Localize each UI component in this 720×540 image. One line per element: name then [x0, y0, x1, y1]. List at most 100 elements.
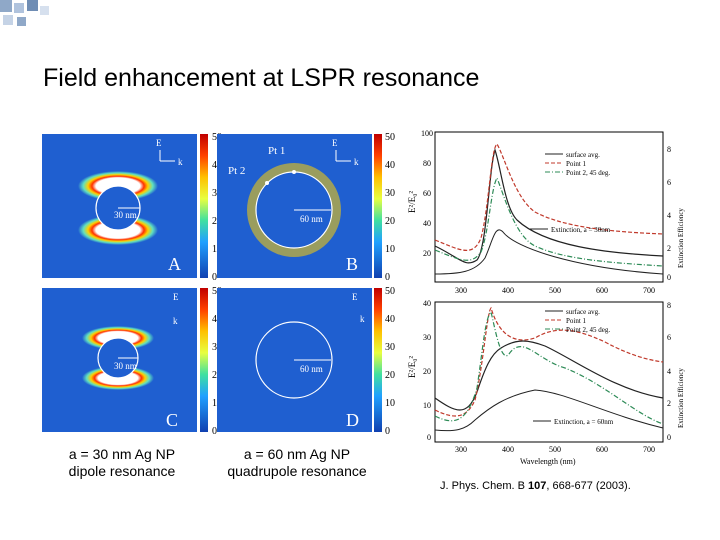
y-tick: 20 — [423, 367, 431, 376]
colorbar-tick: 20 — [385, 370, 395, 381]
x-tick: 400 — [502, 445, 514, 454]
x-tick: 300 — [455, 445, 467, 454]
scale-label: 30 nm — [114, 210, 137, 220]
caption-left: a = 30 nm Ag NP dipole resonance — [52, 446, 192, 480]
nanoparticle-outline — [255, 321, 333, 399]
panel-b: 60 nm Pt 1 Pt 2 E k B 50 40 30 20 10 0 — [217, 132, 395, 283]
point-1-curve — [434, 306, 664, 417]
right-tick: 6 — [667, 333, 671, 342]
caption-right: a = 60 nm Ag NP quadrupole resonance — [212, 446, 382, 480]
x-axis-label: Wavelength (nm) — [520, 457, 576, 466]
x-tick: 500 — [549, 445, 561, 454]
caption-line: dipole resonance — [68, 463, 176, 479]
scale-label: 60 nm — [300, 214, 323, 224]
right-tick: 0 — [667, 433, 671, 442]
legend-item: surface avg. — [566, 151, 600, 159]
citation-pages: , 668-677 (2003). — [546, 480, 631, 492]
colorbar — [374, 288, 382, 432]
spectrum-plot-bottom: E²/E₀² 40 30 20 10 0 8 6 4 2 0 300 400 5… — [407, 299, 685, 466]
colorbar — [374, 134, 382, 278]
panel-letter: B — [346, 254, 358, 274]
k-vector-label: k — [360, 314, 365, 324]
surface-avg-curve — [434, 148, 664, 264]
k-vector-label: k — [354, 157, 359, 167]
y-tick: 40 — [423, 219, 431, 228]
panel-letter: C — [166, 410, 178, 430]
colorbar-tick: 40 — [385, 160, 395, 171]
e-field-label: E — [332, 138, 338, 148]
legend-item: surface avg. — [566, 308, 600, 316]
point-2-label: Pt 2 — [228, 165, 245, 177]
legend: surface avg. Point 1 Point 2, 45 deg. Ex… — [530, 151, 611, 234]
x-tick: 600 — [596, 445, 608, 454]
point-1-label: Pt 1 — [268, 145, 285, 157]
e-field-label: E — [156, 138, 162, 148]
caption-line: quadrupole resonance — [227, 463, 367, 479]
extinction-label: Extinction, a = 60nm — [554, 418, 614, 426]
y-tick: 10 — [423, 401, 431, 410]
legend-item: Point 1 — [566, 317, 587, 325]
surface-avg-curve — [434, 340, 664, 411]
colorbar — [200, 288, 208, 432]
legend-item: Point 1 — [566, 160, 587, 168]
y-tick: 100 — [421, 129, 433, 138]
colorbar-tick: 30 — [385, 342, 395, 353]
colorbar-tick: 40 — [385, 314, 395, 325]
right-tick: 6 — [667, 178, 671, 187]
colorbar-tick: 20 — [385, 216, 395, 227]
point-1-marker — [292, 170, 296, 174]
point-2-curve — [434, 176, 664, 267]
x-tick: 500 — [549, 286, 561, 295]
y-axis-label: E²/E₀² — [407, 356, 417, 378]
y-tick: 20 — [423, 249, 431, 258]
x-tick: 700 — [643, 286, 655, 295]
deco-square — [0, 0, 12, 12]
y-tick: 60 — [423, 189, 431, 198]
e-field-label: E — [352, 292, 358, 302]
deco-square — [14, 3, 24, 13]
deco-square — [17, 17, 26, 26]
right-tick: 4 — [667, 211, 671, 220]
scale-label: 30 nm — [114, 361, 137, 371]
k-vector-label: k — [178, 157, 183, 167]
right-tick: 2 — [667, 399, 671, 408]
citation: J. Phys. Chem. B 107, 668-677 (2003). — [440, 480, 631, 492]
legend-item: Point 2, 45 deg. — [566, 169, 610, 177]
deco-square — [3, 15, 13, 25]
deco-square — [40, 6, 49, 15]
y-axis-label: E²/E₀² — [407, 191, 417, 213]
plot-frame — [434, 301, 664, 443]
colorbar-tick: 50 — [385, 286, 395, 297]
citation-journal: J. Phys. Chem. B — [440, 480, 529, 492]
x-tick: 300 — [455, 286, 467, 295]
panel-letter: A — [168, 254, 181, 274]
colorbar-tick: 0 — [385, 272, 390, 283]
panel-c: 30 nm E k C 50 40 30 20 10 0 — [42, 286, 222, 437]
colorbar-tick: 0 — [212, 272, 217, 283]
point-1-curve — [434, 143, 664, 251]
citation-volume: 107 — [528, 480, 547, 492]
e-field-label: E — [173, 292, 179, 302]
slide-title: Field enhancement at LSPR resonance — [43, 64, 480, 92]
spectra-figure: E²/E₀² 100 80 60 40 20 8 6 4 2 0 300 400… — [407, 129, 685, 466]
field-enhancement-figure: 30 nm E k A 50 40 30 20 10 0 60 nm Pt 1 … — [42, 132, 395, 437]
extinction-curve — [434, 229, 664, 275]
x-tick: 400 — [502, 286, 514, 295]
y-tick: 0 — [427, 433, 431, 442]
right-axis-label: Extinction Efficiency — [677, 208, 685, 268]
y-tick: 80 — [423, 159, 431, 168]
right-tick: 8 — [667, 145, 671, 154]
colorbar-tick: 10 — [385, 398, 395, 409]
y-tick: 40 — [423, 299, 431, 308]
scale-label: 60 nm — [300, 364, 323, 374]
colorbar-tick: 0 — [212, 426, 217, 437]
extinction-label: Extinction, a = 30nm — [551, 226, 611, 234]
panel-d: 60 nm E k D 50 40 30 20 10 0 — [217, 286, 395, 437]
point-2-marker — [265, 181, 269, 185]
k-vector-label: k — [173, 316, 178, 326]
deco-square — [27, 0, 38, 11]
right-tick: 8 — [667, 301, 671, 310]
panel-letter: D — [346, 410, 359, 430]
point-2-curve — [434, 310, 664, 425]
colorbar-tick: 10 — [385, 244, 395, 255]
